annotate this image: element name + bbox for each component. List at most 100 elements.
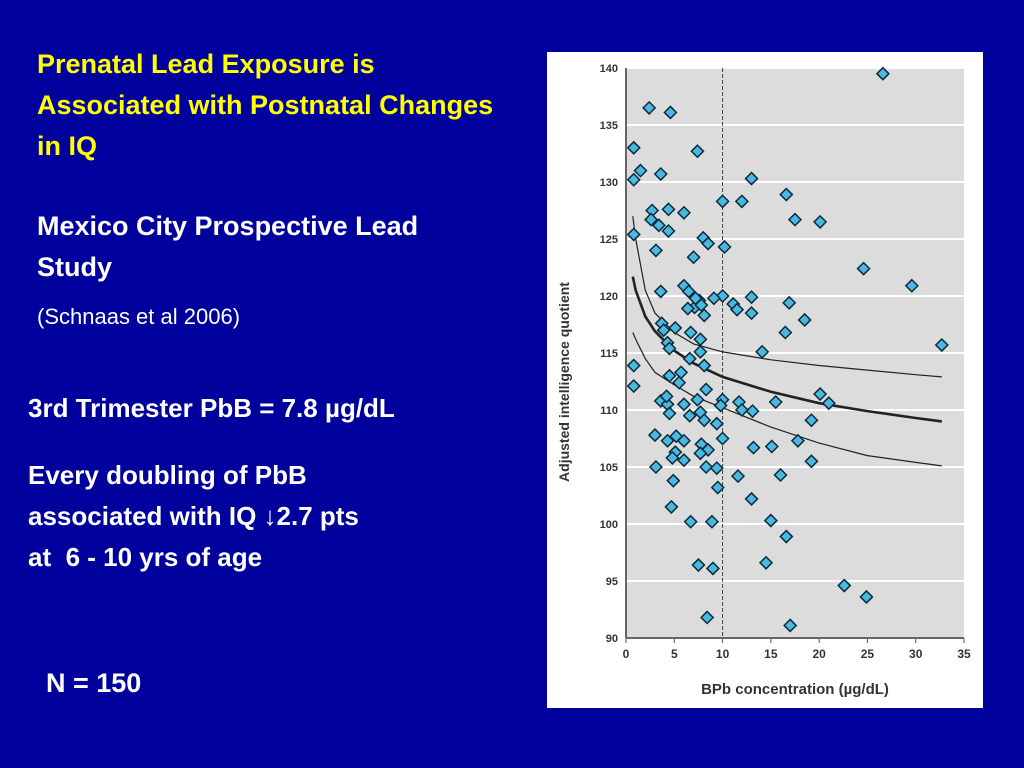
x-axis-label: BPb concentration (µg/dL) [701, 681, 889, 698]
x-tick-label: 5 [671, 647, 678, 661]
data-point [797, 312, 812, 328]
data-point [934, 337, 949, 353]
data-point [697, 308, 712, 323]
data-point [729, 302, 745, 317]
x-tick-label: 20 [812, 647, 826, 661]
data-point [856, 261, 871, 276]
data-point [626, 358, 641, 373]
data-point [715, 194, 730, 209]
data-point [804, 454, 819, 469]
data-point [821, 396, 836, 411]
data-point [697, 358, 712, 373]
data-point [875, 66, 890, 81]
data-point [744, 491, 759, 506]
data-point [672, 375, 687, 390]
data-point [662, 341, 677, 356]
data-point [701, 236, 716, 251]
data-point [668, 320, 683, 335]
y-tick-label: 130 [600, 177, 618, 189]
x-tick-label: 15 [764, 647, 778, 661]
y-tick-label: 105 [600, 462, 618, 474]
data-point [744, 290, 759, 305]
data-point [683, 325, 698, 340]
data-point [662, 368, 677, 383]
doubling-statement: Every doubling of PbB associated with IQ… [28, 455, 528, 578]
y-axis-label: Adjusted intelligence quotient [556, 282, 572, 482]
scatter-chart: 90 95 100 105 110 115 120 125 130 135 140 0 5 10 15 20 2… [547, 52, 983, 708]
data-point [715, 431, 730, 446]
data-point [653, 284, 668, 299]
data-point [663, 105, 678, 120]
data-point [648, 459, 663, 475]
slide-title: Prenatal Lead Exposure is Associated wit… [37, 49, 494, 161]
data-point [734, 194, 749, 209]
data-point [778, 325, 793, 340]
data-point [745, 404, 760, 419]
y-tick-label: 110 [600, 405, 618, 417]
study-name: Mexico City Prospective Lead Study [37, 211, 419, 282]
y-tick-label: 95 [606, 576, 618, 588]
data-point [779, 529, 794, 544]
data-point [661, 223, 676, 239]
doubling-line-1: Every doubling of PbB [28, 460, 307, 490]
data-point [787, 212, 803, 227]
data-point [626, 378, 641, 394]
data-point [837, 578, 852, 593]
data-point [804, 413, 819, 428]
data-point [662, 406, 677, 421]
data-point [690, 392, 705, 407]
data-point [693, 344, 708, 359]
data-point [633, 163, 648, 178]
x-tick-label: 10 [716, 647, 730, 661]
data-point [700, 610, 715, 625]
data-point [763, 513, 778, 528]
data-point [790, 433, 805, 448]
data-point [744, 306, 759, 321]
data-point [680, 301, 695, 316]
doubling-text: associated with IQ [28, 501, 264, 531]
data-point [683, 514, 698, 529]
data-point [659, 389, 674, 404]
data-point [813, 214, 828, 229]
data-point [676, 205, 692, 220]
data-point [704, 514, 720, 529]
data-point [717, 239, 732, 255]
data-point [706, 291, 721, 306]
data-point [666, 473, 681, 488]
x-tick-label: 35 [957, 647, 971, 661]
data-point [782, 295, 797, 310]
doubling-line-2: associated with IQ ↓2.7 pts [28, 496, 528, 537]
data-point [699, 459, 714, 475]
data-point [653, 166, 668, 182]
data-point [693, 446, 708, 461]
data-point [783, 618, 798, 633]
data-point [665, 450, 680, 465]
data-point [642, 100, 657, 115]
sample-size: N = 150 [46, 668, 142, 698]
data-point [626, 172, 641, 187]
down-arrow-icon: ↓ [263, 501, 277, 531]
data-point [676, 397, 692, 412]
data-point [681, 284, 696, 299]
doubling-line-3: at 6 - 10 yrs of age [28, 542, 263, 572]
data-point [709, 461, 724, 476]
trimester-pbb: 3rd Trimester PbB = 7.8 µg/dL [28, 393, 395, 423]
data-point [651, 218, 666, 233]
data-point [676, 433, 692, 448]
lower-curve [632, 332, 942, 467]
data-point [648, 243, 663, 258]
data-point [755, 344, 770, 359]
data-point [710, 480, 725, 495]
data-point [664, 499, 679, 514]
upper-curve [632, 216, 942, 378]
data-point [686, 250, 701, 265]
x-tick-label: 0 [623, 647, 630, 661]
data-point [730, 469, 746, 484]
data-point [688, 291, 703, 306]
data-point [626, 227, 641, 242]
data-point [859, 589, 874, 605]
y-tick-label: 100 [600, 519, 618, 531]
data-point [626, 140, 641, 155]
y-tick-label: 140 [600, 63, 618, 75]
data-point [699, 382, 714, 397]
